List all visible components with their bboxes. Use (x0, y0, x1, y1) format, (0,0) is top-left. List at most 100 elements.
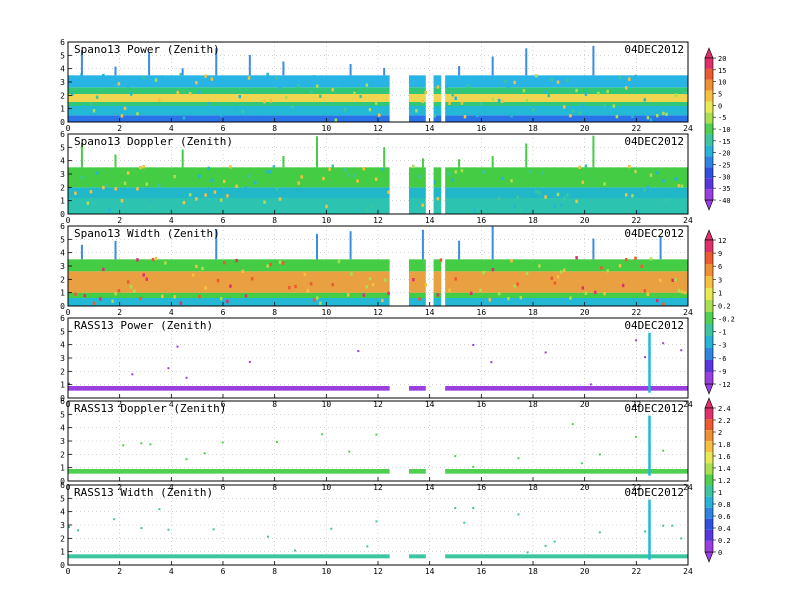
data-cell (161, 75, 164, 79)
colorbar-label: -25 (718, 162, 731, 170)
data-spike (421, 229, 424, 260)
data-cell (250, 277, 254, 281)
data-cell (566, 78, 569, 83)
data-spike (491, 226, 494, 260)
y-tick-label: 6 (60, 130, 65, 139)
data-cell (74, 292, 77, 296)
y-tick-label: 0 (60, 561, 65, 570)
data-cell (108, 208, 111, 213)
data-cell (516, 195, 519, 199)
data-cell (643, 188, 647, 192)
data-spike (114, 154, 117, 168)
data-band (445, 187, 688, 198)
x-tick-label: 8 (272, 567, 277, 576)
x-tick-label: 12 (373, 124, 383, 133)
x-tick-label: 16 (477, 308, 487, 317)
data-cell (99, 297, 102, 301)
data-cell (510, 259, 513, 263)
colorbar-arrow-top (704, 229, 714, 241)
data-cell (195, 81, 198, 85)
x-tick-label: 20 (580, 124, 590, 133)
data-spike (215, 48, 218, 76)
colorbar-arrow-bottom (704, 199, 714, 211)
data-cell (226, 194, 229, 198)
data-cell (643, 98, 647, 102)
data-cell (649, 118, 653, 122)
y-tick-label: 0 (60, 394, 65, 403)
panel-date: 04DEC2012 (624, 402, 684, 415)
data-cell (297, 181, 300, 185)
data-cell (433, 180, 437, 184)
data-spike (648, 332, 651, 393)
y-tick-label: 4 (60, 508, 65, 517)
x-tick-label: 22 (632, 400, 642, 409)
data-cell (102, 186, 105, 190)
x-tick-label: 14 (425, 308, 435, 317)
panel-title: Spano13 Power (Zenith) (74, 43, 220, 56)
data-layer (68, 45, 688, 122)
x-tick-label: 2 (117, 124, 122, 133)
data-cell (603, 104, 606, 108)
data-cell (655, 171, 659, 175)
data-dot (68, 382, 70, 385)
data-band (445, 102, 688, 106)
x-tick-label: 20 (580, 216, 590, 225)
data-cell (603, 292, 606, 296)
data-cell (491, 97, 495, 101)
data-dot (580, 462, 583, 465)
data-cell (531, 107, 535, 112)
data-cell (500, 99, 504, 103)
colorbar-swatch (705, 252, 713, 264)
data-dot (635, 339, 638, 342)
colorbar-label: 9 (718, 250, 722, 258)
data-cell (454, 96, 457, 100)
data-cell (646, 292, 650, 297)
data-dot (140, 442, 143, 445)
data-band (409, 198, 426, 214)
data-cell (584, 291, 588, 295)
data-cell (646, 185, 650, 189)
data-cell (278, 86, 282, 90)
data-cell (421, 99, 424, 104)
y-tick-label: 3 (60, 78, 65, 87)
data-dot (680, 349, 683, 352)
data-dot (472, 506, 475, 509)
data-cell (544, 195, 547, 199)
data-cell (674, 278, 678, 282)
data-cell (624, 86, 628, 90)
data-cell (241, 109, 245, 114)
data-cell (133, 289, 136, 293)
colorbar-swatch (705, 496, 713, 508)
data-band (445, 94, 688, 102)
data-spike (648, 499, 651, 560)
data-cell (381, 298, 384, 303)
data-band (68, 102, 390, 106)
colorbar-label: 0.2 (718, 302, 731, 310)
data-spike (316, 233, 318, 260)
data-cell (347, 293, 350, 297)
colorbar-swatch (705, 68, 713, 80)
data-dot (472, 465, 475, 468)
data-cell (350, 272, 353, 276)
data-cell (312, 75, 316, 79)
data-cell (680, 290, 684, 294)
data-band (409, 292, 426, 298)
colorbar-swatch (705, 452, 713, 464)
data-cell (365, 208, 369, 212)
x-tick-label: 22 (632, 308, 642, 317)
x-tick-label: 6 (221, 216, 226, 225)
data-cell (92, 301, 96, 305)
data-cell (359, 94, 362, 99)
data-cell (300, 175, 303, 179)
data-dot (544, 351, 547, 354)
colorbar-swatch (705, 288, 713, 300)
data-band (68, 167, 390, 188)
colorbar-swatch (705, 178, 713, 190)
data-cell (445, 84, 448, 89)
data-dot (348, 450, 351, 453)
data-band (409, 271, 426, 293)
data-dot (167, 528, 170, 531)
x-tick-label: 16 (477, 483, 487, 492)
data-cell (618, 75, 622, 80)
